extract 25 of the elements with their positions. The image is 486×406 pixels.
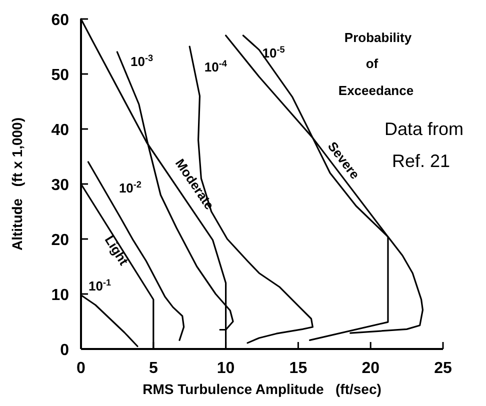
x-axis-title: RMS Turbulence Amplitude (ft/sec) xyxy=(142,381,382,397)
series-label: 10$^{-1}$ xyxy=(88,278,112,294)
x-tick-label: 5 xyxy=(148,360,158,377)
x-tick-label: 10 xyxy=(216,360,235,377)
y-tick-label: 30 xyxy=(51,177,70,194)
annotation: of xyxy=(366,56,379,71)
annotation: Exceedance xyxy=(338,83,414,98)
x-tick-label: 20 xyxy=(362,360,380,377)
y-tick-label: 50 xyxy=(51,67,70,84)
y-tick-label: 60 xyxy=(51,12,70,29)
annotation: Probability xyxy=(344,30,412,45)
series-label: 10$^{-4}$ xyxy=(204,58,228,74)
y-tick-label: 20 xyxy=(51,232,70,249)
series-label: 10$^{-2}$ xyxy=(118,179,142,196)
x-tick-label: 15 xyxy=(289,360,308,377)
series-label: 10$^{-5}$ xyxy=(262,44,285,60)
y-tick-label: 10 xyxy=(51,287,70,304)
annotation: Ref. 21 xyxy=(392,151,450,171)
series-label: 10$^{-3}$ xyxy=(130,52,154,69)
x-tick-label: 25 xyxy=(434,360,452,377)
annotation: Data from xyxy=(384,119,464,139)
y-tick-label: 40 xyxy=(51,122,70,139)
x-tick-label: 0 xyxy=(76,360,86,377)
y-tick-label: 0 xyxy=(60,342,70,359)
y-axis-title: Altitude (ft x 1,000) xyxy=(9,117,25,251)
